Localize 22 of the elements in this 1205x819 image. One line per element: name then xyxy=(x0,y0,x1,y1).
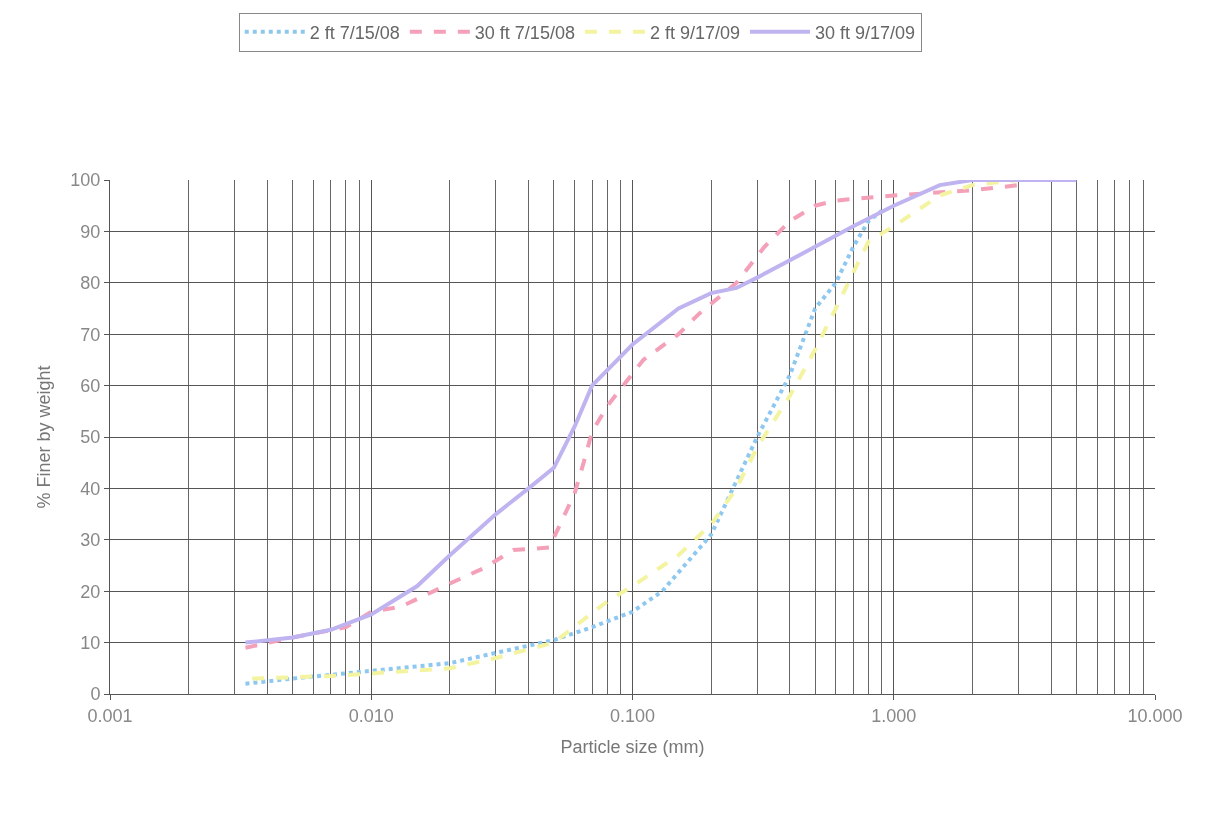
y-tick-label: 0 xyxy=(90,684,101,705)
y-tick-label: 30 xyxy=(80,530,101,551)
legend-label: 30 ft 7/15/08 xyxy=(474,22,575,43)
x-tick-label: 0.010 xyxy=(348,705,394,726)
y-tick-label: 60 xyxy=(80,375,101,396)
x-axis-title: Particle size (mm) xyxy=(560,736,705,757)
y-tick-label: 40 xyxy=(80,478,101,499)
y-tick-label: 20 xyxy=(80,581,101,602)
legend-label: 30 ft 9/17/09 xyxy=(815,22,916,43)
legend-label: 2 ft 7/15/08 xyxy=(309,22,400,43)
y-tick-label: 100 xyxy=(70,170,101,191)
x-tick-label: 0.001 xyxy=(87,705,133,726)
y-tick-label: 70 xyxy=(80,324,101,345)
legend-label: 2 ft 9/17/09 xyxy=(649,22,740,43)
x-tick-label: 10.000 xyxy=(1127,705,1183,726)
y-tick-label: 80 xyxy=(80,273,101,294)
y-tick-label: 10 xyxy=(80,632,101,653)
y-tick-label: 90 xyxy=(80,221,101,242)
y-axis-title: % Finer by weight xyxy=(33,365,54,509)
x-tick-label: 0.100 xyxy=(609,705,656,726)
x-tick-label: 1.000 xyxy=(871,705,917,726)
y-tick-label: 50 xyxy=(80,427,101,448)
